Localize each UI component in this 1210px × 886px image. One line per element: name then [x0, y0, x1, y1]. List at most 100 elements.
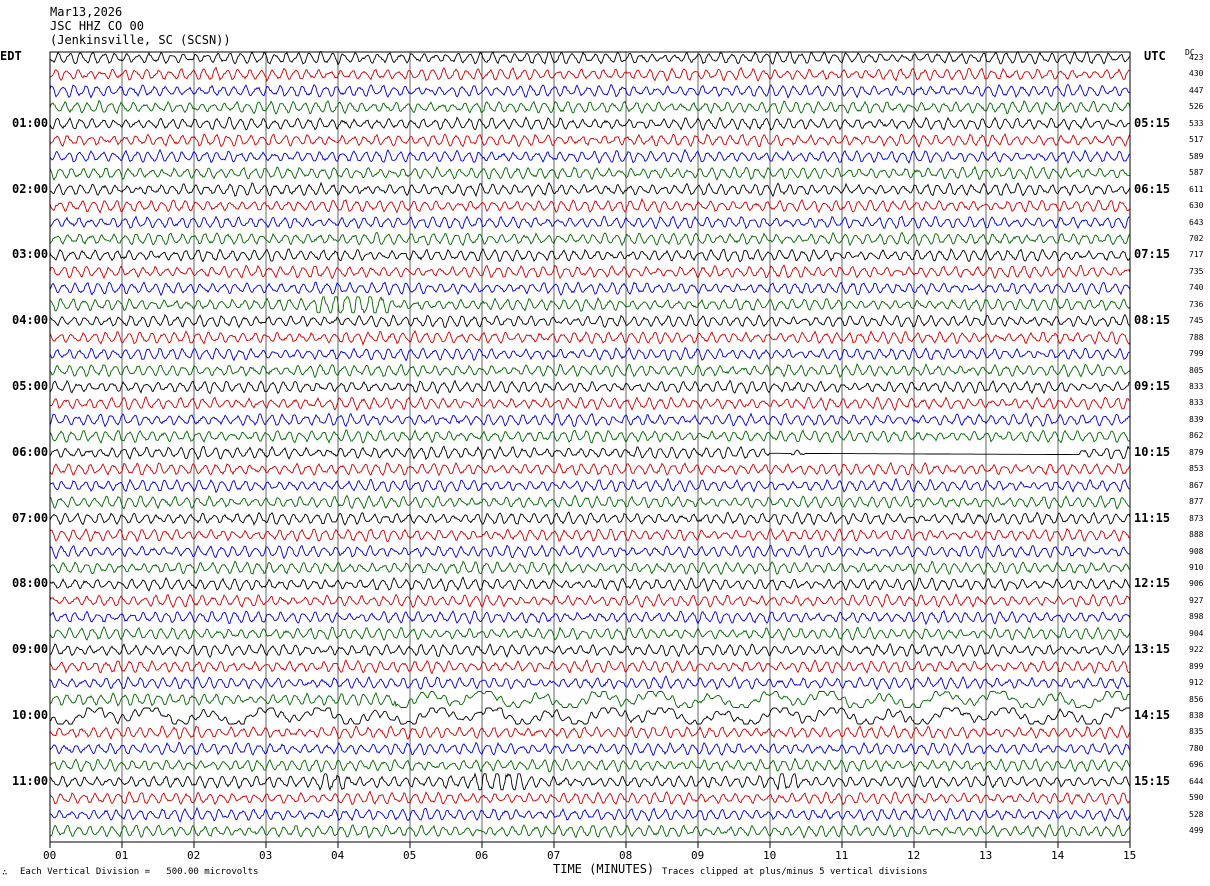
dc-offset-label: 587	[1189, 168, 1204, 178]
trace-line	[49, 396, 1131, 412]
trace-line	[49, 66, 1131, 83]
trace-line	[49, 313, 1131, 329]
left-hour-label: 06:00	[12, 444, 49, 459]
trace-line	[49, 544, 1131, 560]
x-tick-label: 06	[475, 849, 489, 862]
dc-offset-label: 904	[1189, 628, 1204, 638]
trace-line	[49, 412, 1131, 428]
trace-line	[49, 528, 1131, 543]
dc-offset-label: 906	[1189, 579, 1204, 589]
dc-offset-label: 922	[1189, 645, 1204, 655]
x-tick-label: 02	[187, 849, 201, 862]
left-hour-label: 03:00	[12, 247, 49, 262]
dc-offset-label: 788	[1189, 332, 1204, 342]
left-timezone: EDT	[0, 49, 22, 63]
dc-offset-label: 643	[1189, 217, 1204, 227]
trace-line	[49, 707, 1130, 725]
dc-offset-label: 877	[1189, 497, 1204, 507]
x-tick-label: 08	[619, 849, 633, 862]
right-hour-label: 09:15	[1134, 379, 1171, 393]
trace-line	[49, 823, 1131, 839]
dc-offset-label: 912	[1189, 678, 1204, 688]
dc-offset-label: 908	[1189, 546, 1204, 556]
logo-mark-icon: ∴	[2, 868, 8, 878]
dc-offset-label: 899	[1189, 661, 1204, 671]
trace-line	[49, 806, 1131, 823]
trace-line	[49, 772, 1131, 792]
trace-line	[49, 757, 1131, 773]
right-hour-label: 10:15	[1134, 444, 1171, 459]
dc-offset-label: 780	[1189, 743, 1204, 753]
trace-line	[49, 461, 1131, 477]
left-hour-label: 04:00	[12, 313, 49, 328]
left-hour-label: 01:00	[12, 115, 49, 130]
dc-offset-label: 526	[1189, 102, 1204, 112]
trace-line	[49, 429, 1131, 444]
minute-grid	[121, 52, 1059, 842]
trace-line	[49, 593, 1131, 609]
trace-line	[49, 215, 1131, 230]
dc-offset-label: 589	[1189, 151, 1204, 161]
trace-line	[49, 363, 1131, 379]
trace-line	[49, 165, 1131, 181]
plot-date: Mar13,2026	[50, 5, 123, 19]
clip-note: Traces clipped at plus/minus 5 vertical …	[662, 867, 928, 877]
dc-offset-label: 745	[1189, 316, 1204, 326]
right-hour-label: 11:15	[1134, 510, 1171, 525]
dc-offset-label: 590	[1189, 793, 1204, 803]
trace-line	[49, 50, 1131, 66]
trace-line	[49, 296, 1131, 314]
dc-offset-label: 430	[1189, 69, 1204, 79]
dc-offset-label: 839	[1189, 414, 1204, 424]
dc-offset-label: 856	[1189, 694, 1204, 704]
scale-note: Each Vertical Division = 500.00 microvol…	[20, 867, 259, 877]
x-tick-label: 12	[907, 849, 921, 862]
x-tick-label: 01	[115, 849, 129, 862]
dc-offset-label: 838	[1189, 711, 1204, 720]
dc-offset-label: 898	[1189, 612, 1204, 622]
trace-line	[49, 99, 1131, 115]
dc-offset-label: 927	[1189, 595, 1204, 605]
dc-offset-label: 805	[1189, 365, 1204, 375]
dc-offset-label: 499	[1189, 826, 1204, 836]
x-axis-label: TIME (MINUTES)	[553, 862, 655, 876]
trace-line	[49, 132, 1131, 149]
trace-line	[49, 626, 1131, 642]
left-hour-label: 08:00	[12, 576, 49, 591]
trace-line	[49, 560, 1131, 577]
right-timezone: UTC	[1144, 49, 1166, 63]
dc-offset-label: 833	[1189, 398, 1204, 408]
dc-offset-label: 853	[1189, 464, 1204, 474]
left-hour-label: 10:00	[12, 708, 49, 722]
left-hour-label: 05:00	[12, 379, 49, 393]
trace-line	[49, 281, 1131, 297]
x-tick-label: 13	[979, 849, 993, 862]
left-hour-label: 11:00	[12, 773, 49, 788]
dc-offset-label: 644	[1189, 776, 1204, 786]
seismic-traces	[49, 50, 1131, 839]
trace-line	[49, 724, 1131, 741]
dc-offset-label: 533	[1189, 118, 1204, 128]
right-hour-label: 05:15	[1134, 115, 1171, 130]
x-tick-label: 11	[835, 849, 849, 862]
dc-offset-label: 696	[1189, 760, 1204, 770]
trace-line	[49, 477, 1131, 494]
dc-offset-label: 862	[1189, 431, 1204, 441]
trace-line	[49, 248, 1131, 263]
x-tick-label: 05	[403, 849, 417, 862]
trace-line	[49, 83, 1131, 99]
right-hour-label: 12:15	[1134, 576, 1171, 591]
trace-line	[49, 329, 1131, 346]
plot-frame	[49, 51, 1131, 843]
left-hour-label: 07:00	[12, 510, 49, 525]
dc-offset-label: 799	[1189, 349, 1204, 359]
dc-offset-label: 517	[1189, 135, 1204, 145]
dc-offset-label: 833	[1189, 382, 1204, 391]
dc-offset-label: 835	[1189, 727, 1204, 737]
x-axis-ticks	[49, 842, 1131, 848]
dc-offset-label: 423	[1189, 53, 1204, 62]
trace-line	[49, 609, 1131, 626]
x-tick-label: 15	[1123, 849, 1137, 862]
x-tick-label: 09	[691, 849, 705, 862]
